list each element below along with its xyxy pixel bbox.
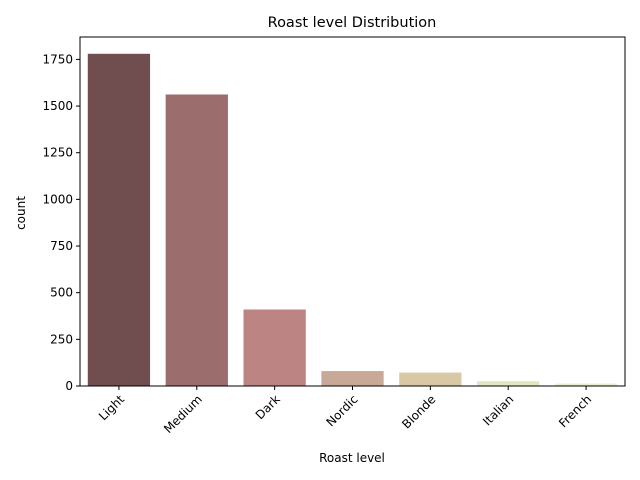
- y-tick-label: 0: [65, 379, 73, 393]
- bar-blonde: [399, 372, 462, 386]
- bar-light: [87, 53, 151, 387]
- x-axis-ticks: Light Medium Dark Nordic Blonde Italian French: [96, 386, 594, 436]
- bars-group: [87, 53, 618, 387]
- x-tick-label: Light: [96, 392, 127, 423]
- bar-italian: [477, 381, 540, 386]
- x-axis-label: Roast level: [319, 451, 385, 465]
- y-tick-label: 1000: [42, 192, 73, 206]
- x-tick-label: Blonde: [399, 392, 438, 431]
- bar-french: [554, 383, 618, 386]
- y-tick-label: 1250: [42, 146, 73, 160]
- y-axis-label: count: [14, 196, 28, 230]
- bar-nordic: [321, 371, 384, 386]
- y-tick-label: 1500: [42, 99, 73, 113]
- y-tick-label: 500: [50, 286, 73, 300]
- y-axis-ticks: 0 250 500 750 1000 1250 1500 1750: [42, 52, 80, 393]
- y-tick-label: 250: [50, 332, 73, 346]
- plot-frame: [79, 36, 626, 387]
- x-tick-label: Italian: [480, 392, 516, 428]
- y-tick-label: 1750: [42, 52, 73, 66]
- x-tick-label: French: [556, 392, 594, 430]
- x-tick-label: Nordic: [323, 392, 360, 429]
- y-tick-label: 750: [50, 239, 73, 253]
- bar-dark: [243, 309, 306, 386]
- x-tick-label: Medium: [161, 392, 205, 436]
- bar-medium: [165, 94, 228, 386]
- x-tick-label: Dark: [253, 392, 283, 422]
- chart-title: Roast level Distribution: [268, 15, 437, 31]
